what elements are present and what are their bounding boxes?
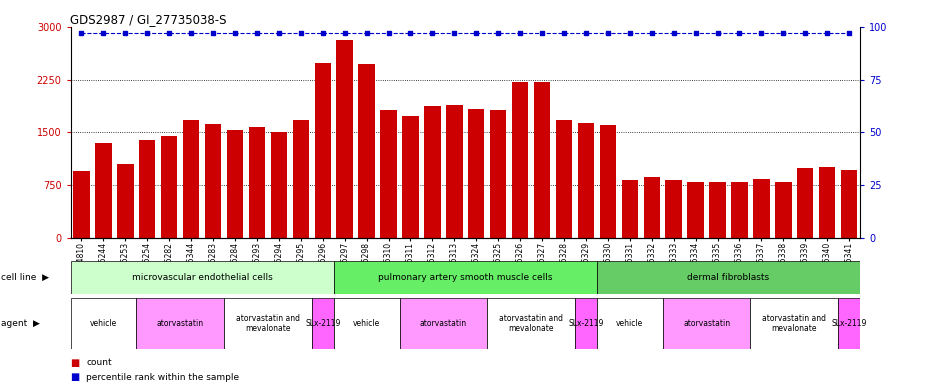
Text: ■: ■ <box>70 372 80 382</box>
Bar <box>841 170 857 238</box>
Bar <box>666 180 682 238</box>
Text: vehicle: vehicle <box>617 319 643 328</box>
Text: atorvastatin: atorvastatin <box>157 319 204 328</box>
Bar <box>710 182 726 238</box>
Bar <box>315 63 331 238</box>
Bar <box>487 298 575 349</box>
Bar <box>139 139 155 238</box>
Bar <box>663 298 750 349</box>
Bar <box>819 167 836 238</box>
Bar <box>490 110 507 238</box>
Bar <box>644 177 660 238</box>
Text: pulmonary artery smooth muscle cells: pulmonary artery smooth muscle cells <box>378 273 553 282</box>
Bar <box>838 298 860 349</box>
Bar <box>70 298 136 349</box>
Text: atorvastatin: atorvastatin <box>683 319 730 328</box>
Bar <box>118 164 133 238</box>
Bar <box>183 120 199 238</box>
Text: agent  ▶: agent ▶ <box>1 319 39 328</box>
Bar <box>446 105 462 238</box>
Bar <box>797 169 813 238</box>
Text: atorvastatin and
mevalonate: atorvastatin and mevalonate <box>236 314 300 333</box>
Bar <box>161 136 178 238</box>
Text: SLx-2119: SLx-2119 <box>569 319 603 328</box>
Text: SLx-2119: SLx-2119 <box>306 319 340 328</box>
Text: count: count <box>86 358 112 367</box>
Text: atorvastatin and
mevalonate: atorvastatin and mevalonate <box>499 314 563 333</box>
Text: atorvastatin and
mevalonate: atorvastatin and mevalonate <box>762 314 826 333</box>
Bar <box>512 82 528 238</box>
Text: dermal fibroblasts: dermal fibroblasts <box>687 273 770 282</box>
Bar <box>600 126 616 238</box>
Bar <box>224 298 312 349</box>
Bar <box>621 180 638 238</box>
Bar <box>136 298 224 349</box>
Bar <box>95 143 112 238</box>
Bar <box>424 106 441 238</box>
Bar <box>292 120 309 238</box>
Text: SLx-2119: SLx-2119 <box>832 319 867 328</box>
Bar <box>731 182 747 238</box>
Bar <box>687 182 704 238</box>
Text: microvascular endothelial cells: microvascular endothelial cells <box>132 273 273 282</box>
Bar <box>597 261 860 294</box>
Bar <box>753 179 770 238</box>
Bar <box>227 131 243 238</box>
Text: vehicle: vehicle <box>90 319 117 328</box>
Bar <box>750 298 838 349</box>
Text: atorvastatin: atorvastatin <box>420 319 467 328</box>
Bar <box>205 124 221 238</box>
Bar <box>597 298 663 349</box>
Bar <box>334 298 400 349</box>
Bar <box>556 120 572 238</box>
Bar <box>534 82 550 238</box>
Bar <box>776 182 791 238</box>
Bar <box>400 298 487 349</box>
Text: percentile rank within the sample: percentile rank within the sample <box>86 372 240 382</box>
Text: GDS2987 / GI_27735038-S: GDS2987 / GI_27735038-S <box>70 13 227 26</box>
Bar <box>575 298 597 349</box>
Bar <box>271 132 287 238</box>
Bar <box>578 122 594 238</box>
Bar <box>358 64 375 238</box>
Text: cell line  ▶: cell line ▶ <box>1 273 49 282</box>
Text: ■: ■ <box>70 358 80 368</box>
Bar <box>468 109 484 238</box>
Bar <box>73 171 89 238</box>
Bar <box>249 127 265 238</box>
Bar <box>381 110 397 238</box>
Bar <box>312 298 334 349</box>
Bar <box>402 116 418 238</box>
Bar <box>337 40 352 238</box>
Text: vehicle: vehicle <box>353 319 380 328</box>
Bar <box>70 261 334 294</box>
Bar <box>334 261 597 294</box>
